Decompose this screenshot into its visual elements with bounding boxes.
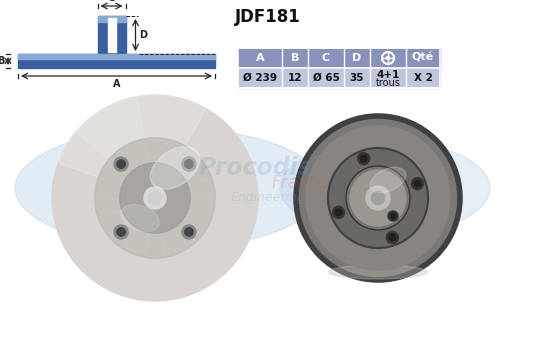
Bar — [238, 48, 282, 68]
Text: Ø 239: Ø 239 — [243, 73, 277, 83]
Circle shape — [120, 163, 190, 233]
Text: D: D — [139, 30, 147, 40]
Circle shape — [148, 191, 161, 204]
Text: B: B — [291, 53, 299, 63]
Circle shape — [366, 186, 390, 210]
Circle shape — [371, 191, 385, 204]
Circle shape — [328, 148, 428, 248]
Text: trous: trous — [376, 78, 400, 88]
Ellipse shape — [150, 147, 200, 189]
Bar — [238, 48, 440, 88]
Text: Engineering: Engineering — [230, 191, 306, 204]
Circle shape — [95, 138, 215, 258]
Ellipse shape — [121, 204, 159, 231]
Ellipse shape — [15, 128, 325, 248]
Bar — [282, 68, 308, 88]
Text: Procodis: Procodis — [198, 156, 312, 180]
Bar — [308, 48, 344, 68]
Circle shape — [360, 155, 367, 162]
Text: 12: 12 — [288, 73, 302, 83]
Text: 35: 35 — [350, 73, 364, 83]
Circle shape — [335, 209, 342, 216]
Bar — [406, 48, 440, 68]
Bar — [18, 54, 215, 68]
Ellipse shape — [370, 167, 406, 193]
Circle shape — [386, 231, 398, 244]
Circle shape — [114, 225, 128, 239]
Bar — [406, 68, 440, 88]
Circle shape — [386, 56, 390, 60]
Text: France: France — [272, 174, 329, 192]
Circle shape — [389, 234, 396, 241]
Text: JDF181: JDF181 — [235, 8, 301, 26]
Text: A: A — [113, 79, 120, 89]
Text: C: C — [322, 53, 330, 63]
Circle shape — [332, 206, 345, 218]
Text: Qté: Qté — [412, 53, 434, 63]
Circle shape — [144, 187, 166, 209]
Circle shape — [358, 153, 370, 165]
Bar — [344, 48, 370, 68]
Bar — [98, 16, 125, 22]
Circle shape — [182, 157, 196, 171]
Circle shape — [52, 95, 258, 301]
Circle shape — [114, 157, 128, 171]
Bar — [344, 68, 370, 88]
Text: Ø 65: Ø 65 — [312, 73, 339, 83]
Bar — [370, 68, 406, 88]
Circle shape — [185, 160, 193, 168]
Circle shape — [117, 228, 125, 236]
Circle shape — [182, 225, 196, 239]
Circle shape — [296, 116, 460, 280]
Circle shape — [388, 211, 398, 221]
Text: A: A — [256, 53, 264, 63]
Bar — [18, 54, 215, 59]
Wedge shape — [76, 97, 155, 198]
Circle shape — [306, 126, 450, 270]
Bar — [98, 16, 125, 54]
Circle shape — [185, 228, 193, 236]
Text: C: C — [108, 0, 115, 3]
Bar — [308, 68, 344, 88]
Circle shape — [117, 160, 125, 168]
Bar — [108, 18, 115, 52]
Circle shape — [412, 177, 423, 190]
Text: 4+1: 4+1 — [376, 70, 400, 80]
Wedge shape — [58, 95, 206, 198]
Circle shape — [390, 213, 396, 219]
Circle shape — [414, 180, 421, 187]
Circle shape — [346, 166, 410, 230]
Text: X 2: X 2 — [414, 73, 433, 83]
Bar — [238, 68, 282, 88]
Bar — [370, 48, 406, 68]
Circle shape — [350, 170, 406, 226]
Bar — [282, 48, 308, 68]
Ellipse shape — [329, 265, 427, 279]
Text: D: D — [352, 53, 362, 63]
Ellipse shape — [280, 140, 490, 236]
Text: B: B — [0, 56, 5, 66]
